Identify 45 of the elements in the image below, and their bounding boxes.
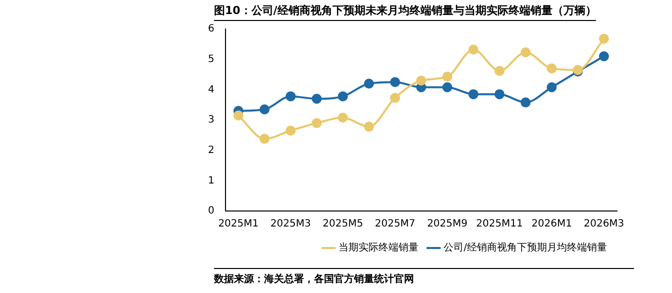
point — [286, 91, 296, 102]
point — [338, 112, 348, 123]
chart-title: 图10：公司/经销商视角下预期未来月均终端销量与当期实际终端销量（万辆） — [214, 3, 596, 21]
point — [390, 77, 400, 88]
point — [598, 51, 609, 62]
point — [520, 97, 531, 108]
point — [442, 72, 452, 82]
x-tick-label: 2025M5 — [322, 218, 364, 230]
x-tick-label: 2025M3 — [270, 218, 311, 230]
point — [468, 89, 478, 100]
point — [364, 122, 374, 132]
point — [416, 76, 426, 86]
x-tick-label: 2025M11 — [476, 218, 523, 230]
x-tick-label: 2026M1 — [532, 218, 572, 230]
point — [233, 110, 244, 120]
point — [442, 82, 452, 92]
point — [598, 34, 609, 44]
point — [260, 104, 270, 114]
x-tick-label: 2026M3 — [584, 218, 624, 230]
source-note: 数据来源：海关总署，各国官方销量统计官网 — [214, 268, 634, 286]
y-tick-label: 2 — [208, 144, 214, 156]
x-tick-label: 2025M1 — [218, 218, 259, 230]
point — [520, 47, 531, 58]
point — [312, 94, 322, 104]
point — [364, 78, 374, 89]
x-tick-label: 2025M9 — [427, 218, 468, 230]
point — [546, 63, 557, 74]
point — [312, 118, 322, 128]
point — [390, 92, 400, 103]
point — [546, 82, 557, 92]
y-tick-label: 1 — [208, 175, 214, 186]
legend-label: 公司/经销商视角下预期月均终端销量 — [444, 242, 608, 254]
point — [338, 91, 348, 102]
x-tick-label: 2025M7 — [374, 218, 416, 230]
legend-label: 当期实际终端销量 — [338, 242, 419, 254]
y-tick-label: 5 — [208, 54, 214, 65]
point — [494, 66, 505, 76]
point — [286, 126, 296, 136]
y-tick-label: 0 — [208, 206, 214, 217]
y-tick-label: 6 — [208, 24, 214, 35]
point — [260, 134, 270, 144]
y-tick-label: 4 — [208, 84, 214, 96]
y-tick-label: 3 — [208, 114, 214, 126]
point — [468, 44, 478, 55]
point — [494, 89, 505, 100]
